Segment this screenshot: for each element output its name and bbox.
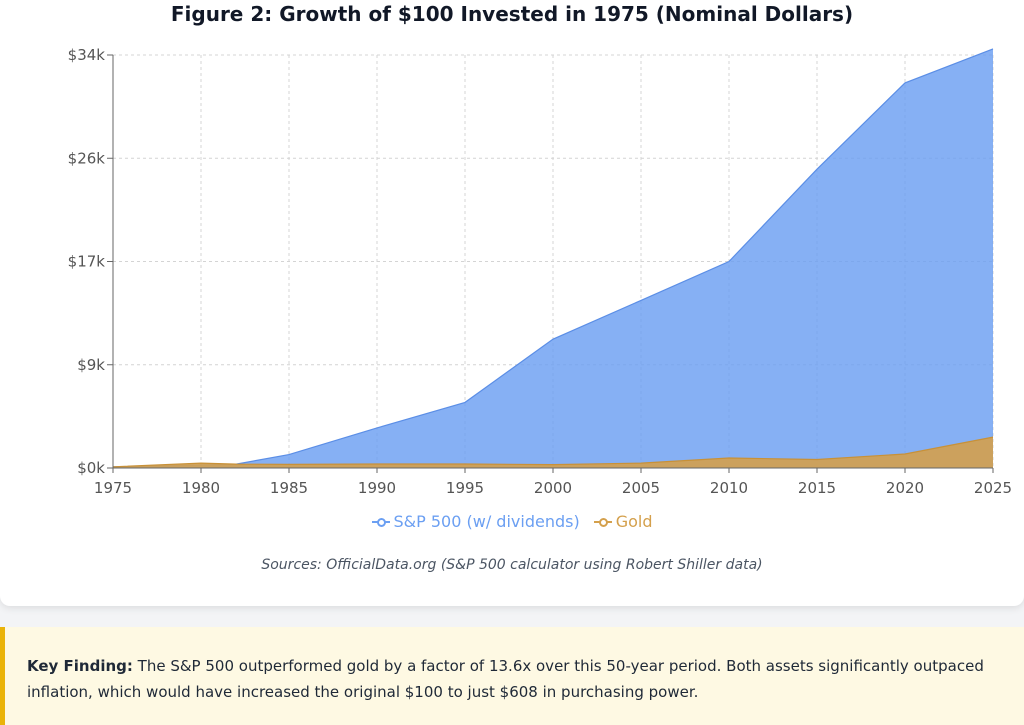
y-tick-label: $26k [68, 149, 106, 167]
y-tick-label: $34k [68, 46, 106, 64]
y-tick-label: $9k [77, 356, 105, 374]
key-finding-box: Key Finding: The S&P 500 outperformed go… [0, 627, 1024, 725]
key-finding-label: Key Finding: [27, 657, 133, 675]
chart-svg: $0k $9k $17k $26k $34k 1975 1980 1985 1990 1995 20… [68, 46, 1012, 497]
x-tick-label: 1980 [182, 479, 220, 497]
x-tick-label: 1990 [358, 479, 396, 497]
x-tick-label: 2010 [710, 479, 748, 497]
x-tick-label: 1985 [270, 479, 308, 497]
x-tick-label: 1975 [94, 479, 132, 497]
key-finding-text: Key Finding: The S&P 500 outperformed go… [27, 653, 1017, 705]
line-marker-icon [593, 517, 612, 527]
x-tick-label: 1995 [446, 479, 484, 497]
series-area-gold [113, 437, 993, 468]
legend-item-gold[interactable]: Gold [593, 512, 653, 531]
chart-title: Figure 2: Growth of $100 Invested in 197… [170, 2, 854, 26]
x-tick-label: 2020 [886, 479, 924, 497]
legend: S&P 500 (w/ dividends) Gold [0, 512, 1024, 531]
line-marker-icon [371, 517, 390, 527]
y-tick-label: $17k [68, 253, 106, 271]
source-note: Sources: OfficialData.org (S&P 500 calcu… [261, 557, 763, 573]
x-tick-label: 2015 [798, 479, 836, 497]
series-area-sp500 [113, 48, 993, 469]
x-tick-label: 2025 [974, 479, 1012, 497]
y-tick-label: $0k [77, 459, 105, 477]
series-line-gold [112, 436, 994, 468]
legend-label-sp500: S&P 500 (w/ dividends) [393, 512, 580, 531]
key-finding-body: The S&P 500 outperformed gold by a facto… [27, 657, 984, 701]
x-tick-label: 2000 [534, 479, 572, 497]
legend-label-gold: Gold [615, 512, 653, 531]
legend-item-sp500[interactable]: S&P 500 (w/ dividends) [371, 512, 580, 531]
x-tick-label: 2005 [622, 479, 660, 497]
